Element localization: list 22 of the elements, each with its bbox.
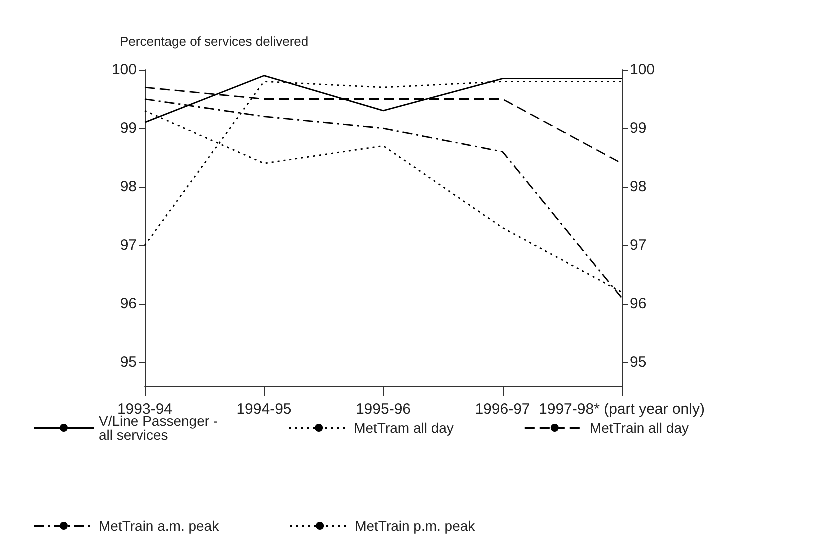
x-tick-label: 1996-97 (475, 401, 530, 418)
y2-tick-label: 95 (630, 354, 647, 372)
y2-tick-label: 100 (630, 62, 656, 78)
y2-tick-label: 96 (630, 296, 647, 313)
y-tick-label: 99 (120, 120, 137, 138)
legend-label: MetTrain all day (590, 420, 689, 436)
y2-tick-label: 98 (630, 178, 647, 196)
legend-label: MetTrain p.m. peak (355, 518, 476, 534)
y-tick-label: 95 (120, 354, 137, 372)
y-tick-label: 96 (120, 296, 137, 313)
y-axis-title: Percentage of services delivered (120, 34, 309, 49)
legend-label: MetTrain a.m. peak (99, 518, 220, 534)
x-tick-label: 1994-95 (236, 401, 292, 418)
legend-label: V/Line Passenger - all services (99, 413, 218, 443)
y-tick-label: 100 (112, 62, 137, 78)
y2-tick-label: 99 (630, 120, 647, 138)
y-tick-label: 98 (120, 178, 137, 196)
legend-label: MetTram all day (354, 420, 454, 436)
y-tick-label: 97 (120, 237, 137, 254)
y2-tick-label: 97 (630, 237, 647, 254)
x-tick-label: 1997-98* (part year only) (539, 401, 705, 418)
x-tick-label: 1995-96 (356, 401, 412, 418)
